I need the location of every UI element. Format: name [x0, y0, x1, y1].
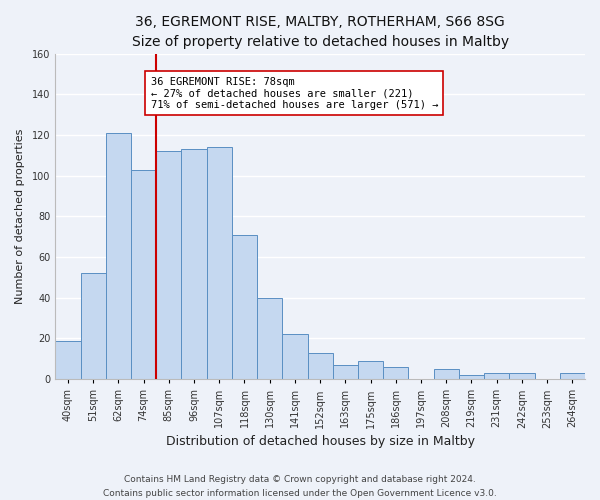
Text: 36 EGREMONT RISE: 78sqm
← 27% of detached houses are smaller (221)
71% of semi-d: 36 EGREMONT RISE: 78sqm ← 27% of detache…	[151, 76, 438, 110]
Bar	[283, 334, 308, 379]
Bar	[560, 373, 585, 379]
Bar	[434, 369, 459, 379]
Bar	[484, 373, 509, 379]
Bar	[509, 373, 535, 379]
Bar	[459, 375, 484, 379]
Text: Contains HM Land Registry data © Crown copyright and database right 2024.
Contai: Contains HM Land Registry data © Crown c…	[103, 476, 497, 498]
Bar	[80, 274, 106, 379]
X-axis label: Distribution of detached houses by size in Maltby: Distribution of detached houses by size …	[166, 434, 475, 448]
Bar	[358, 361, 383, 379]
Title: 36, EGREMONT RISE, MALTBY, ROTHERHAM, S66 8SG
Size of property relative to detac: 36, EGREMONT RISE, MALTBY, ROTHERHAM, S6…	[131, 15, 509, 48]
Bar	[55, 340, 80, 379]
Bar	[308, 352, 333, 379]
Bar	[156, 152, 181, 379]
Bar	[232, 235, 257, 379]
Bar	[333, 365, 358, 379]
Bar	[131, 170, 156, 379]
Bar	[257, 298, 283, 379]
Bar	[181, 150, 206, 379]
Bar	[106, 133, 131, 379]
Bar	[206, 148, 232, 379]
Bar	[383, 367, 409, 379]
Y-axis label: Number of detached properties: Number of detached properties	[15, 129, 25, 304]
